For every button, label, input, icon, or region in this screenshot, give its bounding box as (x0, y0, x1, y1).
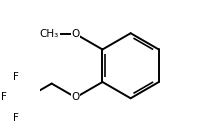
Text: CH₃: CH₃ (40, 29, 59, 39)
Text: O: O (72, 29, 80, 39)
Text: F: F (2, 92, 7, 102)
Text: F: F (13, 112, 19, 123)
Text: F: F (13, 72, 19, 82)
Text: O: O (72, 92, 80, 102)
